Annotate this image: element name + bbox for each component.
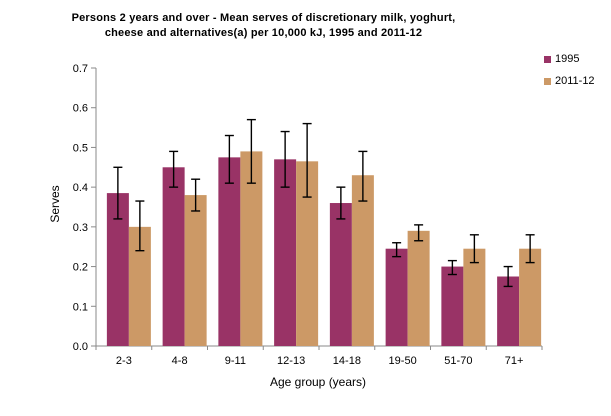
- bar-1995-14-18: [329, 203, 352, 346]
- bar-2011-12-51-70: [463, 248, 486, 346]
- bar-2011-12-4-8: [184, 195, 207, 346]
- bar-1995-71+: [497, 276, 520, 346]
- x-axis-title: Age group (years): [269, 375, 367, 389]
- bar-2011-12-2-3: [128, 226, 151, 346]
- legend-swatch: [544, 55, 551, 63]
- chart-title-line1: Persons 2 years and over - Mean serves o…: [71, 12, 456, 24]
- bar-1995-2-3: [106, 193, 129, 346]
- bar-2011-12-12-13: [296, 161, 319, 346]
- y-tick-label: 0.2: [73, 262, 88, 274]
- legend-label: 1995: [555, 53, 580, 65]
- x-tick-label: 14-18: [333, 355, 361, 367]
- legend-item-1995: 1995: [544, 53, 595, 65]
- x-tick-label: 51-70: [444, 355, 472, 367]
- bar-2011-12-71+: [519, 248, 542, 346]
- bar-1995-51-70: [441, 266, 464, 346]
- bar-2011-12-14-18: [351, 175, 374, 346]
- x-tick-label: 19-50: [389, 355, 417, 367]
- bar-1995-4-8: [162, 167, 185, 346]
- bar-2011-12-9-11: [240, 151, 263, 346]
- x-tick-label: 71+: [505, 355, 524, 367]
- legend: 1995 2011-12: [544, 53, 595, 97]
- x-tick-label: 2-3: [116, 355, 132, 367]
- chart-title: Persons 2 years and over - Mean serves o…: [0, 11, 527, 41]
- x-tick-label: 4-8: [172, 355, 188, 367]
- y-tick-label: 0.1: [73, 301, 88, 313]
- y-tick-label: 0.6: [73, 103, 88, 115]
- chart-title-line2: cheese and alternatives(a) per 10,000 kJ…: [104, 27, 423, 39]
- bar-1995-12-13: [274, 159, 297, 346]
- bar-1995-19-50: [385, 248, 408, 346]
- x-tick-label: 9-11: [225, 355, 246, 367]
- y-tick-label: 0.7: [73, 63, 88, 75]
- y-tick-label: 0.3: [73, 222, 88, 234]
- bar-2011-12-19-50: [407, 230, 430, 346]
- legend-label: 2011-12: [555, 75, 595, 87]
- y-tick-label: 0.5: [73, 142, 88, 154]
- legend-item-2011-12: 2011-12: [544, 75, 595, 87]
- x-tick-label: 12-13: [277, 355, 305, 367]
- bar-1995-9-11: [218, 157, 241, 346]
- y-tick-label: 0.4: [73, 182, 88, 194]
- y-tick-label: 0.0: [73, 341, 88, 353]
- legend-swatch: [544, 77, 551, 85]
